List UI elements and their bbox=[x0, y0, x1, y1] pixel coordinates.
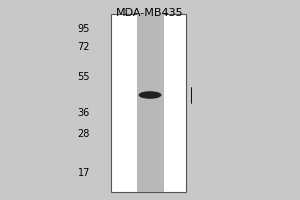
Text: 36: 36 bbox=[78, 108, 90, 118]
Ellipse shape bbox=[139, 91, 161, 99]
Text: 28: 28 bbox=[78, 129, 90, 139]
Text: 17: 17 bbox=[78, 168, 90, 178]
Text: 95: 95 bbox=[78, 24, 90, 34]
Bar bbox=[111, 14, 186, 192]
Bar bbox=[136, 14, 164, 192]
Text: MDA-MB435: MDA-MB435 bbox=[116, 8, 184, 18]
Text: 55: 55 bbox=[77, 72, 90, 82]
Text: 72: 72 bbox=[77, 42, 90, 52]
